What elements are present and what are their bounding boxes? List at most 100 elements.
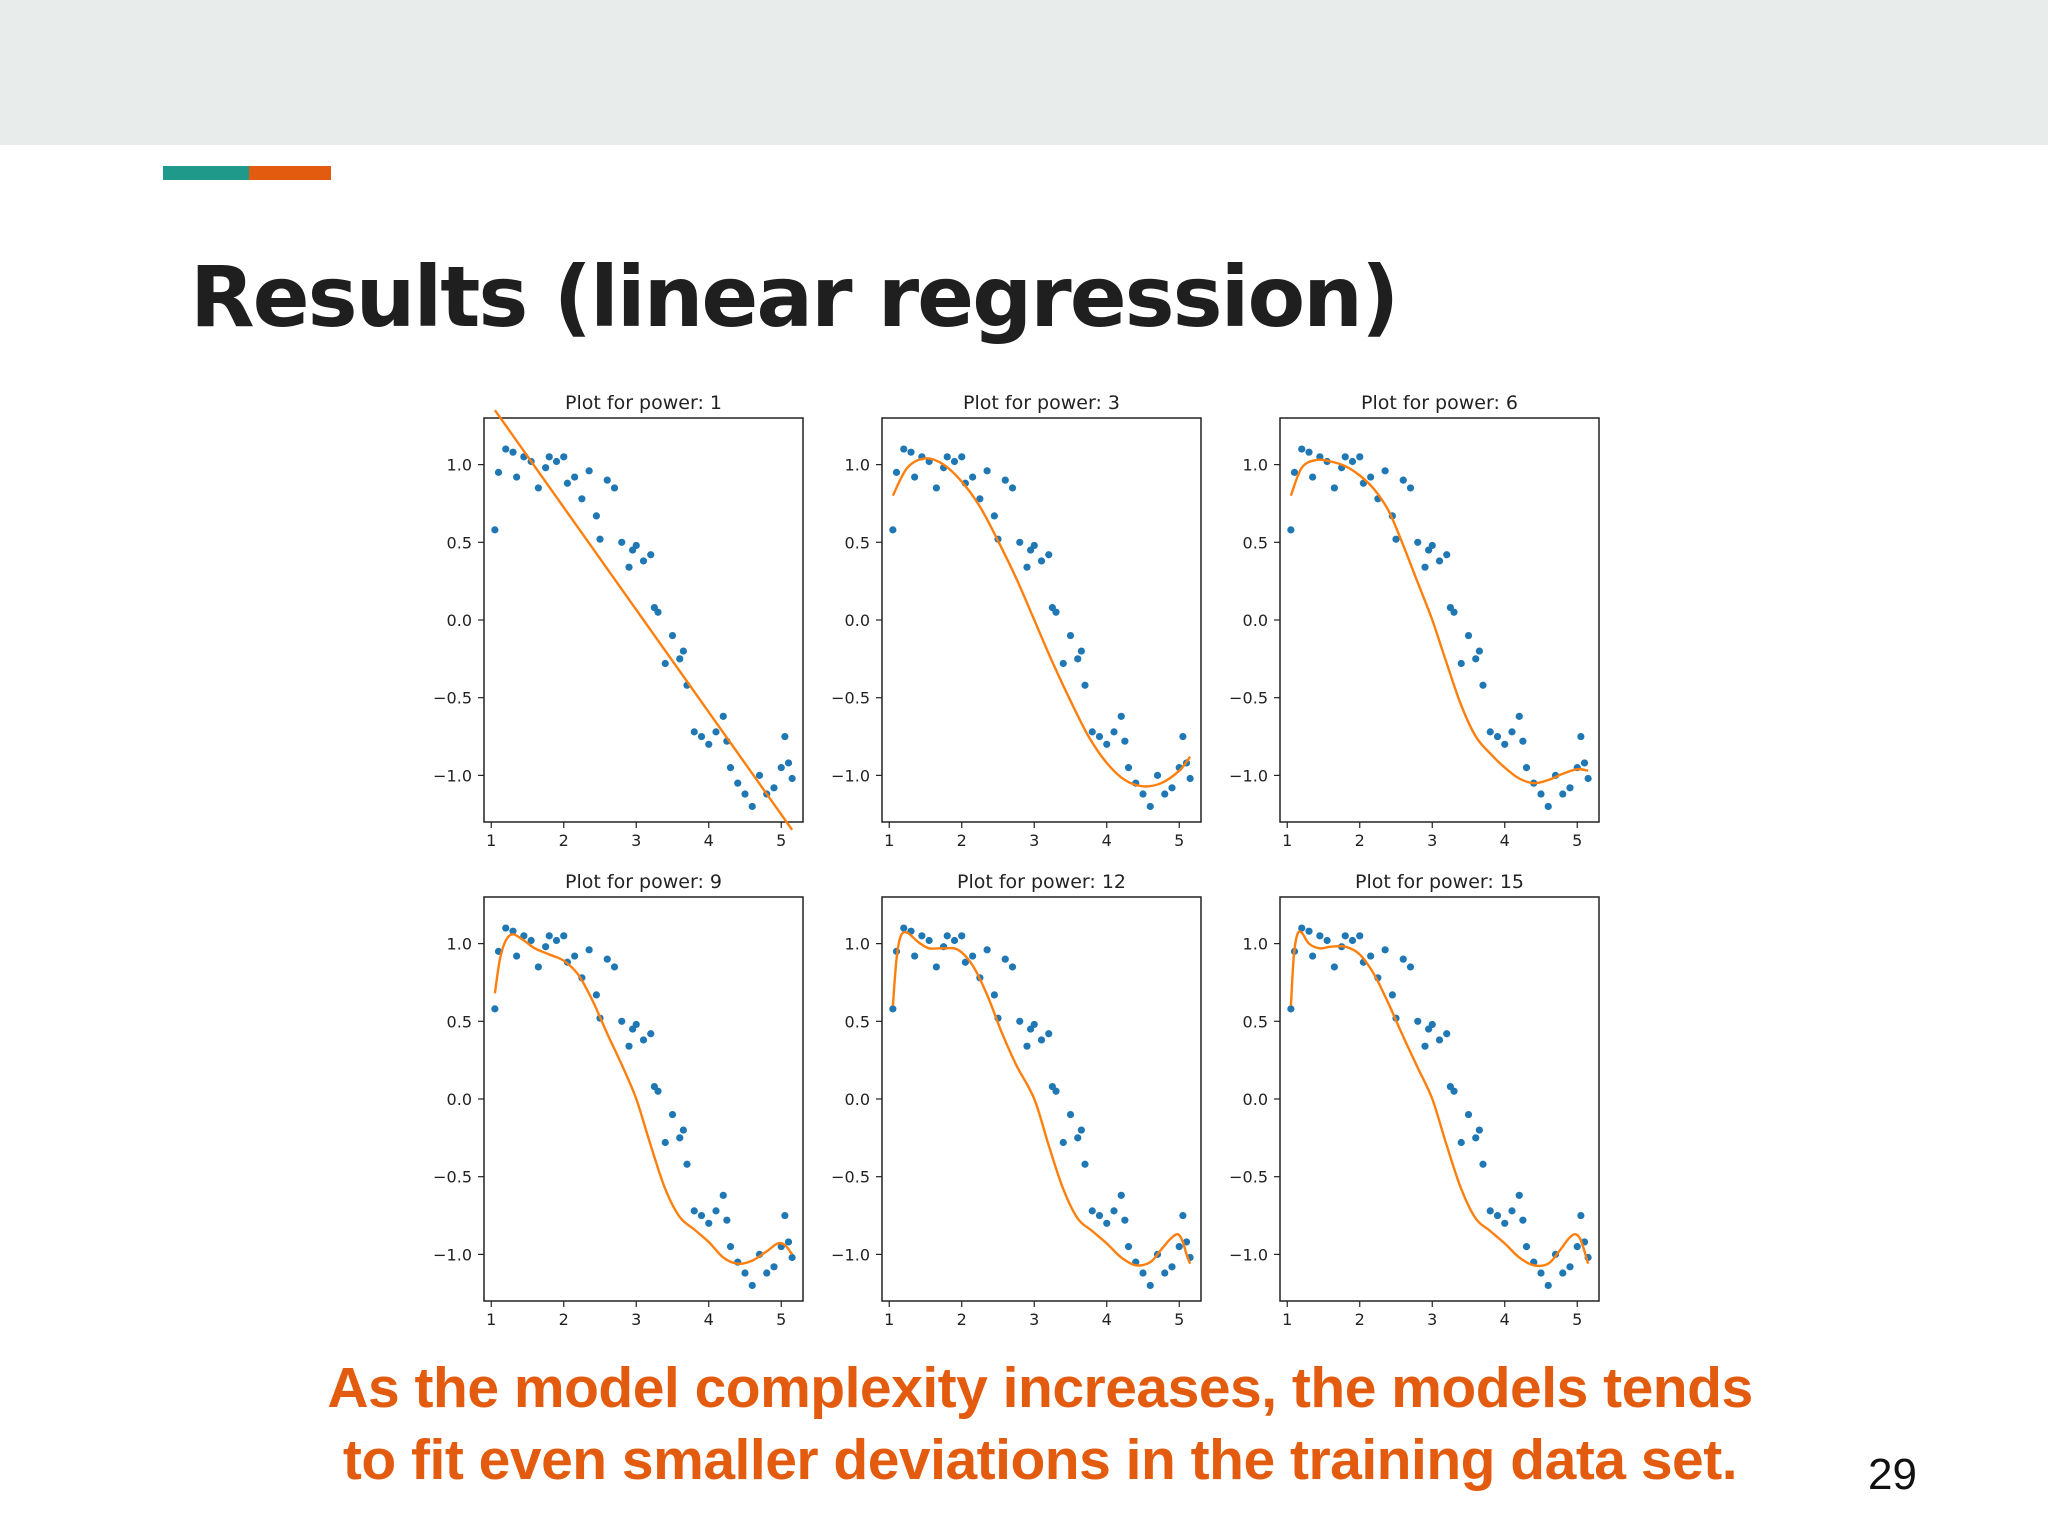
data-point <box>668 1110 677 1119</box>
data-point <box>1515 1191 1523 1199</box>
data-point <box>1316 932 1324 940</box>
header-band <box>0 0 2048 145</box>
data-point <box>1110 1207 1118 1215</box>
data-point <box>1348 457 1357 466</box>
x-tick-label: 1 <box>884 831 894 850</box>
data-point <box>661 659 669 668</box>
data-point <box>1573 1243 1581 1251</box>
axes-frame <box>1279 896 1600 1302</box>
data-point <box>560 453 568 461</box>
data-point <box>1117 1191 1125 1199</box>
y-tick-label: −0.5 <box>433 1168 472 1187</box>
y-tick-label: 0.5 <box>447 533 472 552</box>
y-tick-label: 1.0 <box>845 935 870 954</box>
x-tick-label: 3 <box>631 831 641 850</box>
y-tick-label: −1.0 <box>1229 1245 1268 1264</box>
data-point <box>777 764 785 772</box>
data-point <box>1059 659 1067 668</box>
data-point <box>1367 473 1375 481</box>
data-point <box>784 759 793 767</box>
y-tick-label: 0.0 <box>1243 611 1268 630</box>
data-point <box>755 771 764 779</box>
data-point <box>1016 1017 1024 1025</box>
data-point <box>1508 1207 1516 1215</box>
data-point <box>1037 557 1046 565</box>
x-tick-label: 1 <box>1282 831 1292 850</box>
x-tick-label: 1 <box>884 1310 894 1329</box>
data-point <box>1305 927 1313 935</box>
data-point <box>1414 538 1422 546</box>
data-point <box>1110 728 1118 736</box>
subplot-6: Plot for power: 15 1 2 3 4 5 −1.0 −0.5 0.0 0.5 1.0 <box>1229 871 1600 1329</box>
data-point <box>1475 647 1483 655</box>
data-point <box>1428 1020 1436 1029</box>
x-tick-label: 3 <box>1427 1310 1437 1329</box>
data-point <box>494 468 503 476</box>
data-point <box>1117 712 1125 720</box>
data-point <box>1508 728 1516 736</box>
data-point <box>907 448 915 456</box>
data-point <box>1577 732 1585 741</box>
data-point <box>683 1160 691 1168</box>
data-point <box>1168 1263 1176 1271</box>
data-point <box>632 541 640 550</box>
y-tick-label: 0.5 <box>1243 1012 1268 1031</box>
data-point <box>578 495 586 503</box>
data-point <box>618 1017 626 1025</box>
data-point <box>1435 1036 1444 1044</box>
axes-frame <box>881 896 1202 1302</box>
y-tick-label: 1.0 <box>447 456 472 475</box>
data-point <box>958 453 966 461</box>
y-tick-label: −0.5 <box>831 1168 870 1187</box>
data-point <box>661 1138 669 1147</box>
data-point <box>1421 1042 1429 1050</box>
data-point <box>1428 541 1436 550</box>
data-point <box>943 932 951 940</box>
data-point <box>1095 1211 1104 1220</box>
data-point <box>961 958 969 966</box>
data-point <box>788 1253 796 1262</box>
x-tick-label: 2 <box>1355 831 1365 850</box>
data-point <box>1519 1216 1527 1224</box>
data-point <box>603 476 611 484</box>
data-point <box>509 448 517 456</box>
data-point <box>1168 784 1176 792</box>
y-tick-label: 1.0 <box>1243 456 1268 475</box>
data-point <box>1443 1030 1451 1038</box>
data-point <box>690 1207 698 1215</box>
x-tick-label: 1 <box>486 831 496 850</box>
data-point <box>719 712 727 720</box>
data-point <box>781 732 789 741</box>
data-point <box>1052 1087 1060 1095</box>
subplot-title: Plot for power: 15 <box>1355 871 1524 893</box>
data-point <box>1356 453 1364 461</box>
data-point <box>647 551 655 559</box>
y-tick-label: 1.0 <box>1243 935 1268 954</box>
data-point <box>950 457 959 466</box>
data-point <box>676 655 684 663</box>
y-tick-label: 0.5 <box>1243 533 1268 552</box>
data-point <box>1088 1207 1096 1215</box>
x-tick-label: 2 <box>559 831 569 850</box>
data-point <box>647 1030 655 1038</box>
data-point <box>1175 1243 1183 1251</box>
data-point <box>990 991 998 999</box>
data-point <box>1479 681 1487 689</box>
data-point <box>1537 1269 1545 1277</box>
data-point <box>784 1238 793 1246</box>
data-point <box>513 952 521 960</box>
subplot-title: Plot for power: 3 <box>963 392 1120 414</box>
data-point <box>1298 445 1306 453</box>
data-point <box>592 991 600 999</box>
data-point <box>1045 551 1053 559</box>
data-point <box>1074 655 1082 663</box>
data-point <box>723 1216 731 1224</box>
data-point <box>585 946 593 954</box>
x-tick-label: 3 <box>1029 1310 1039 1329</box>
data-point <box>1088 728 1096 736</box>
data-point <box>1066 1110 1075 1119</box>
subplot-title: Plot for power: 1 <box>565 392 722 414</box>
data-point <box>596 535 604 543</box>
data-point <box>1519 737 1527 745</box>
data-point <box>788 774 796 783</box>
